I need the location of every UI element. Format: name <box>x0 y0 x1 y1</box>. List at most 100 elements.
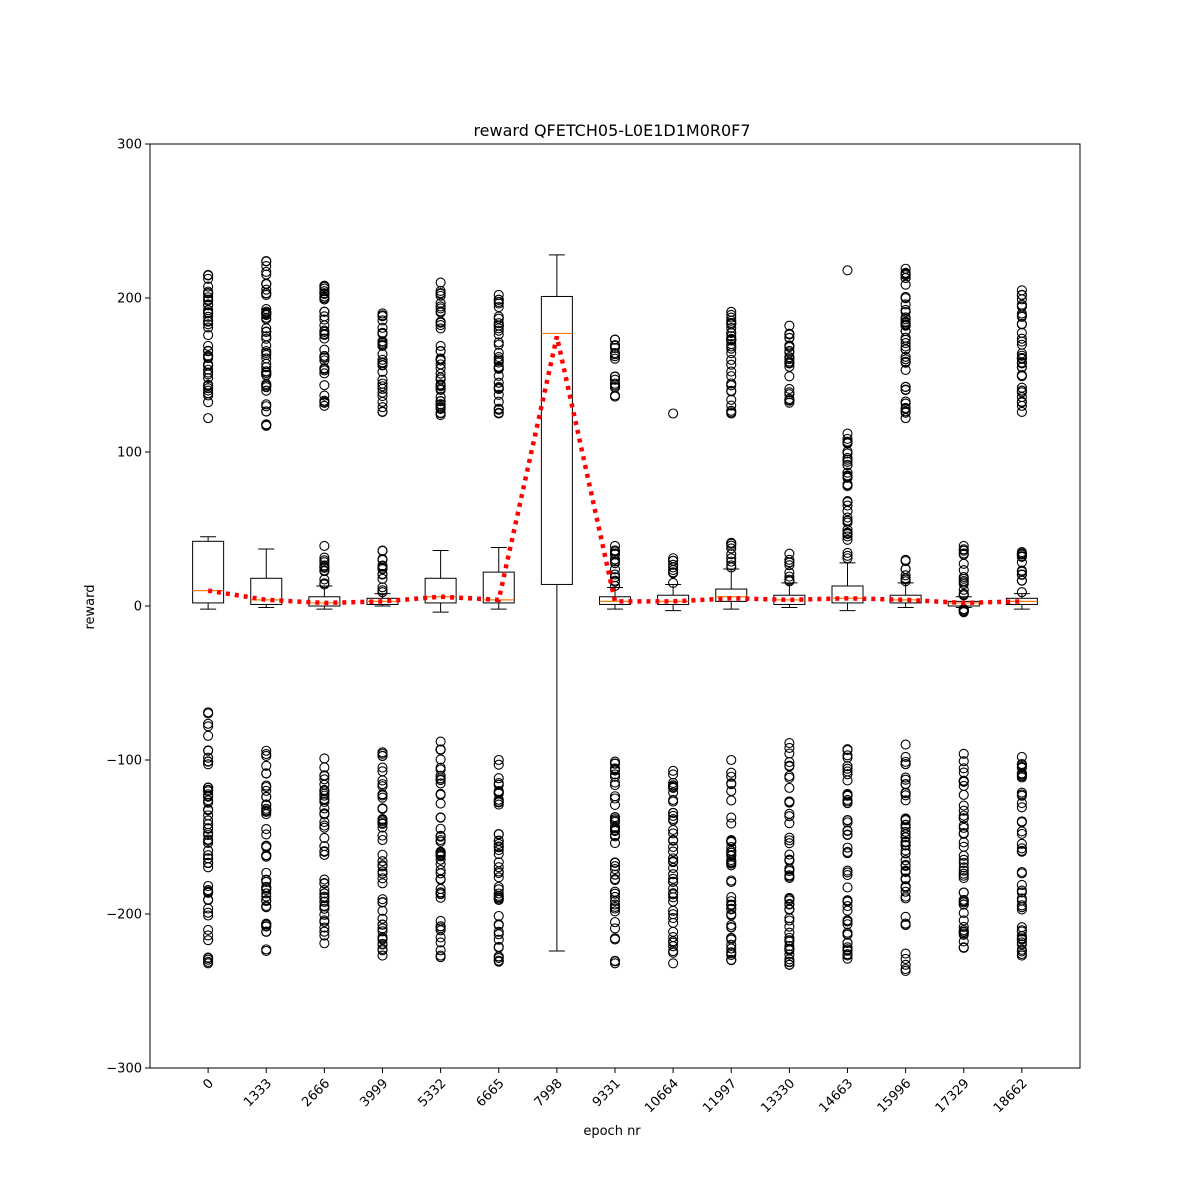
outlier-point <box>319 280 330 291</box>
outlier-point <box>319 849 330 860</box>
outlier-point <box>435 865 446 876</box>
mean-line <box>207 336 1022 606</box>
outlier-point <box>958 942 969 953</box>
outlier-point <box>493 370 504 381</box>
outlier-point <box>900 920 911 931</box>
outlier-point <box>1016 382 1027 393</box>
outlier-point <box>203 907 214 918</box>
outlier-point <box>958 813 969 824</box>
outlier-point <box>900 354 911 365</box>
outlier-point <box>435 812 446 823</box>
outlier-point <box>493 320 504 331</box>
outlier-point <box>784 772 795 783</box>
outlier-point <box>435 831 446 842</box>
outlier-point <box>377 950 388 961</box>
outlier-point <box>958 558 969 569</box>
outlier-point <box>435 798 446 809</box>
outlier-point <box>784 927 795 938</box>
outlier-point <box>784 818 795 829</box>
outlier-point <box>261 307 272 318</box>
outlier-point <box>958 915 969 926</box>
outlier-point <box>203 910 214 921</box>
outlier-point <box>1016 946 1027 957</box>
outlier-point <box>958 862 969 873</box>
outlier-point <box>377 919 388 930</box>
outlier-point <box>377 750 388 762</box>
outlier-point <box>668 834 679 846</box>
outlier-point <box>609 580 621 592</box>
outlier-point <box>784 811 795 822</box>
outlier-point <box>493 951 504 962</box>
outlier-point <box>1016 353 1027 364</box>
outlier-point <box>726 785 737 797</box>
outlier-point <box>493 301 504 313</box>
outlier-point <box>900 396 911 407</box>
outlier-point <box>726 380 737 391</box>
outlier-point <box>203 853 214 864</box>
x-tick-label: 2666 <box>299 1076 333 1110</box>
outlier-point <box>958 873 969 884</box>
outlier-point <box>900 554 911 565</box>
outlier-point <box>203 789 214 800</box>
outlier-point <box>609 899 621 910</box>
outlier-point <box>726 306 737 317</box>
outlier-point <box>842 428 853 439</box>
outlier-point <box>435 859 446 870</box>
outlier-point <box>493 872 504 883</box>
outlier-point <box>319 884 330 896</box>
outlier-point <box>493 926 504 937</box>
outlier-point <box>319 397 330 408</box>
outlier-point <box>261 750 272 762</box>
outlier-point <box>377 354 388 365</box>
outlier-point <box>609 334 621 345</box>
outlier-point <box>377 866 388 877</box>
outlier-point <box>609 347 621 359</box>
outlier-point <box>261 333 272 344</box>
y-tick-label: −200 <box>106 908 142 923</box>
outlier-point <box>900 270 911 281</box>
outlier-point <box>261 347 272 358</box>
outlier-point <box>319 888 330 899</box>
outlier-point <box>900 267 911 278</box>
outlier-point <box>203 718 214 729</box>
outlier-point <box>726 754 737 766</box>
outlier-point <box>784 356 795 367</box>
outlier-point <box>726 904 737 915</box>
outlier-point <box>1016 569 1027 580</box>
outlier-point <box>377 816 388 827</box>
outlier-point <box>900 279 911 290</box>
outlier-point <box>493 289 504 300</box>
outlier-point <box>900 953 911 965</box>
outlier-point <box>319 808 330 819</box>
outlier-point <box>493 842 504 853</box>
box-group-7998 <box>540 254 573 952</box>
outlier-point <box>726 537 737 548</box>
outlier-point <box>958 776 969 787</box>
outlier-point <box>609 780 621 791</box>
outlier-point <box>203 319 214 330</box>
outlier-point <box>1016 843 1027 854</box>
outlier-point <box>1016 828 1027 839</box>
outlier-point <box>842 460 853 471</box>
outlier-point <box>319 579 330 590</box>
outlier-point <box>493 787 504 798</box>
outlier-point <box>319 325 330 336</box>
outlier-point <box>493 362 504 373</box>
outlier-point <box>958 756 969 767</box>
outlier-point <box>319 328 330 339</box>
outlier-point <box>842 825 853 836</box>
outlier-point <box>1016 301 1027 312</box>
outlier-point <box>609 906 621 917</box>
outlier-point <box>900 291 911 302</box>
box <box>192 540 225 604</box>
outlier-point <box>319 878 330 889</box>
outlier-point <box>435 320 446 331</box>
outlier-point <box>609 353 621 364</box>
outlier-point <box>842 456 853 467</box>
outlier-point <box>435 277 446 288</box>
outlier-point <box>319 562 330 573</box>
outlier-point <box>1016 887 1027 898</box>
outlier-point <box>493 347 504 358</box>
outlier-point <box>261 926 272 937</box>
outlier-point <box>319 363 330 374</box>
